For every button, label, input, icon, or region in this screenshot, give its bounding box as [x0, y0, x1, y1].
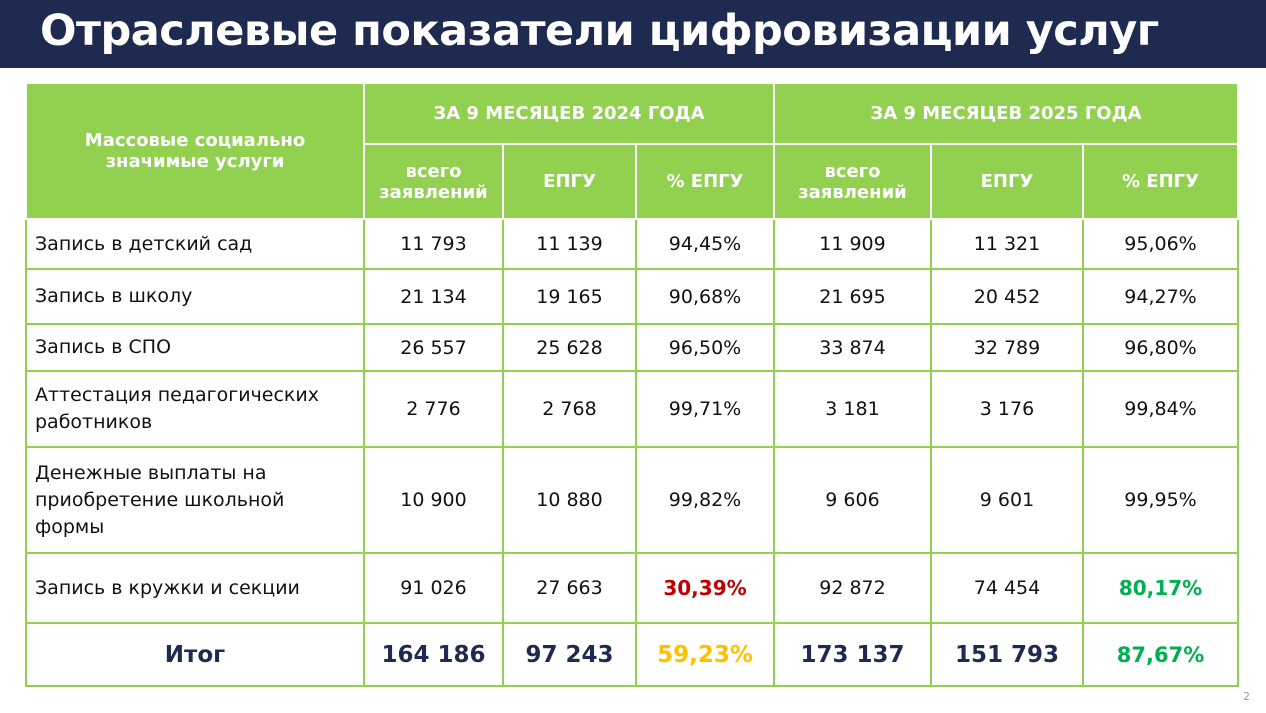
cell: 99,71% — [635, 370, 775, 448]
cell: 97 243 — [502, 622, 637, 687]
cell: 96,80% — [1082, 323, 1239, 372]
cell: 151 793 — [930, 622, 1084, 687]
cell: 164 186 — [363, 622, 504, 687]
cell: 94,45% — [635, 218, 775, 270]
service-name: Запись в школу — [25, 268, 365, 325]
cell: 25 628 — [502, 323, 637, 372]
cell: 95,06% — [1082, 218, 1239, 270]
cell: 33 874 — [773, 323, 932, 372]
table-row: Запись в СПО 26 557 25 628 96,50% 33 874 32 7… — [25, 323, 1239, 372]
total-label: Итог — [25, 622, 365, 687]
cell: 99,95% — [1082, 446, 1239, 554]
cell: 2 776 — [363, 370, 504, 448]
header-pct: % ЕПГУ — [635, 143, 775, 220]
cell: 2 768 — [502, 370, 637, 448]
header-total: всего заявлений — [773, 143, 932, 220]
total-row: Итог 164 186 97 243 59,23% 173 137 151 7… — [25, 622, 1239, 687]
service-name: Запись в СПО — [25, 323, 365, 372]
service-name: Денежные выплаты на приобретение школьно… — [25, 446, 365, 554]
cell: 3 181 — [773, 370, 932, 448]
header-period-2024: ЗА 9 МЕСЯЦЕВ 2024 ГОДА — [363, 82, 775, 145]
cell: 26 557 — [363, 323, 504, 372]
table-row: Аттестация педагогических работников 2 77… — [25, 370, 1239, 448]
page-title: Отраслевые показатели цифровизации услуг — [40, 6, 1159, 56]
header-epgu: ЕПГУ — [930, 143, 1084, 220]
cell: 11 909 — [773, 218, 932, 270]
cell: 96,50% — [635, 323, 775, 372]
cell: 90,68% — [635, 268, 775, 325]
cell: 80,17% — [1082, 552, 1239, 624]
cell: 173 137 — [773, 622, 932, 687]
cell: 74 454 — [930, 552, 1084, 624]
cell: 11 321 — [930, 218, 1084, 270]
cell: 59,23% — [635, 622, 775, 687]
table-row: Денежные выплаты на приобретение школьно… — [25, 446, 1239, 554]
cell: 10 900 — [363, 446, 504, 554]
cell: 9 606 — [773, 446, 932, 554]
cell: 32 789 — [930, 323, 1084, 372]
cell: 9 601 — [930, 446, 1084, 554]
table-row: Запись в школу 21 134 19 165 90,68% 21 695 20… — [25, 268, 1239, 325]
cell: 11 139 — [502, 218, 637, 270]
service-name: Запись в кружки и секции — [25, 552, 365, 624]
page-number: 2 — [1243, 690, 1250, 703]
cell: 92 872 — [773, 552, 932, 624]
services-table: Массовые социально значимые услуги ЗА 9 … — [25, 82, 1239, 687]
cell: 3 176 — [930, 370, 1084, 448]
header-services: Массовые социально значимые услуги — [25, 82, 365, 220]
title-bar: Отраслевые показатели цифровизации услуг — [0, 0, 1266, 68]
table-row: Запись в детский сад 11 793 11 139 94,45% 11… — [25, 218, 1239, 270]
header-pct: % ЕПГУ — [1082, 143, 1239, 220]
cell: 21 695 — [773, 268, 932, 325]
service-name: Аттестация педагогических работников — [25, 370, 365, 448]
cell: 20 452 — [930, 268, 1084, 325]
cell: 10 880 — [502, 446, 637, 554]
cell: 19 165 — [502, 268, 637, 325]
table-row: Запись в кружки и секции 91 026 27 663 30,3… — [25, 552, 1239, 624]
cell: 11 793 — [363, 218, 504, 270]
cell: 94,27% — [1082, 268, 1239, 325]
service-name: Запись в детский сад — [25, 218, 365, 270]
cell: 91 026 — [363, 552, 504, 624]
cell: 87,67% — [1082, 622, 1239, 687]
cell: 99,82% — [635, 446, 775, 554]
cell: 30,39% — [635, 552, 775, 624]
cell: 27 663 — [502, 552, 637, 624]
cell: 99,84% — [1082, 370, 1239, 448]
cell: 21 134 — [363, 268, 504, 325]
header-total: всего заявлений — [363, 143, 504, 220]
header-epgu: ЕПГУ — [502, 143, 637, 220]
header-period-2025: ЗА 9 МЕСЯЦЕВ 2025 ГОДА — [773, 82, 1239, 145]
